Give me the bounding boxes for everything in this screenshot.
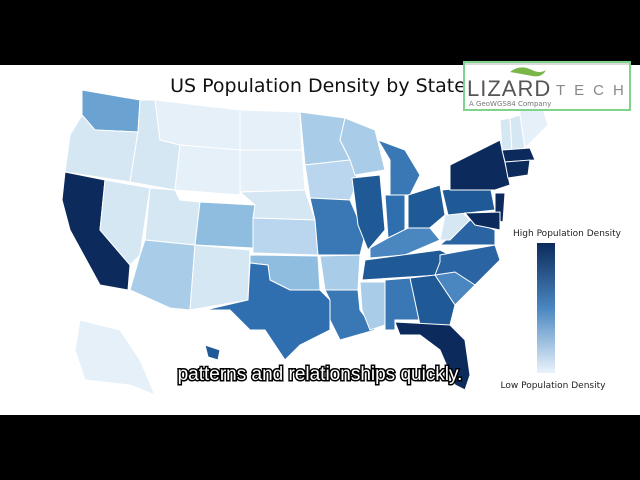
logo-box	[463, 61, 631, 111]
logo-suffix: TECH	[556, 82, 633, 99]
subtitle-caption: patterns and relationships quickly.	[178, 364, 463, 385]
state	[449, 139, 511, 191]
state	[504, 159, 531, 179]
state	[407, 184, 446, 233]
state	[319, 254, 361, 291]
state	[463, 211, 501, 231]
state	[359, 281, 386, 331]
state	[204, 344, 221, 361]
logo-lizard	[510, 67, 546, 77]
state	[204, 262, 331, 361]
state	[324, 289, 376, 341]
state	[394, 321, 471, 391]
state	[252, 217, 319, 256]
logo-name: LIZARD	[467, 76, 551, 101]
state	[409, 274, 456, 326]
state	[434, 244, 501, 286]
state	[351, 174, 386, 251]
legend-gradient	[537, 243, 555, 373]
state	[501, 147, 536, 163]
state	[189, 244, 251, 311]
state	[99, 179, 151, 266]
state	[339, 117, 386, 176]
state	[304, 159, 359, 201]
state	[74, 319, 156, 396]
state	[239, 149, 306, 193]
state	[439, 209, 471, 241]
map-title: US Population Density by State	[170, 75, 466, 97]
state	[194, 201, 256, 249]
us-map	[61, 89, 549, 396]
legend-high-label: High Population Density	[513, 229, 622, 239]
legend-low-label: Low Population Density	[501, 381, 607, 391]
state	[369, 227, 441, 259]
state	[239, 109, 303, 151]
logo-tagline: A GeoWGS84 Company	[469, 100, 551, 108]
state	[174, 144, 241, 196]
